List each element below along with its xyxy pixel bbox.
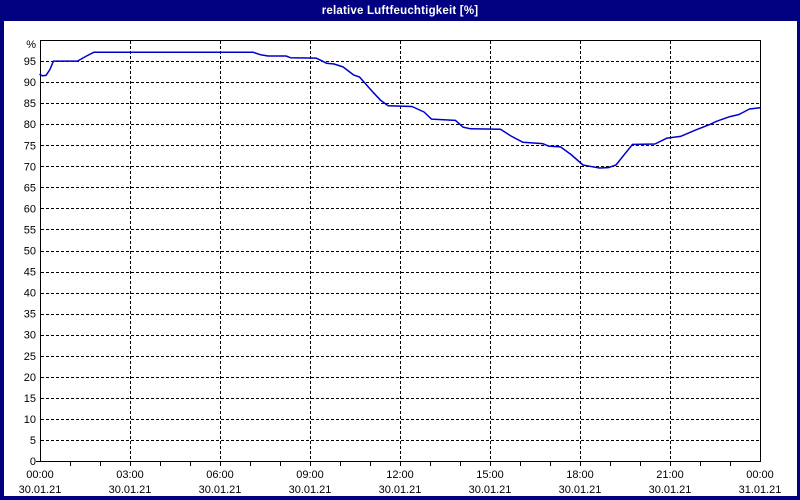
x-tick-date-label: 30.01.21 <box>649 484 692 496</box>
y-tick-label: 75 <box>24 140 36 152</box>
y-tick-label: 70 <box>24 161 36 173</box>
y-tick-label: 20 <box>24 372 36 384</box>
x-tick-date-label: 30.01.21 <box>19 484 62 496</box>
x-tick-date-label: 30.01.21 <box>469 484 512 496</box>
y-axis-unit-label: % <box>26 39 36 51</box>
y-tick-label: 85 <box>24 98 36 110</box>
y-tick-label: 0 <box>30 456 36 468</box>
window-title-bar[interactable]: relative Luftfeuchtigkeit [%] <box>0 0 800 21</box>
y-tick-label: 40 <box>24 288 36 300</box>
x-tick-date-label: 30.01.21 <box>559 484 602 496</box>
x-tick-date-label: 31.01.21 <box>739 484 782 496</box>
y-tick-label: 45 <box>24 267 36 279</box>
x-tick-date-label: 30.01.21 <box>109 484 152 496</box>
x-tick-date-label: 30.01.21 <box>379 484 422 496</box>
x-tick-time-label: 18:00 <box>566 469 594 481</box>
y-tick-label: 65 <box>24 182 36 194</box>
plot-border <box>40 40 761 462</box>
y-tick-label: 95 <box>24 56 36 68</box>
y-tick-label: 80 <box>24 119 36 131</box>
y-tick-label: 30 <box>24 330 36 342</box>
x-tick-time-label: 09:00 <box>296 469 324 481</box>
y-tick-label: 55 <box>24 224 36 236</box>
x-tick-time-label: 12:00 <box>386 469 414 481</box>
x-tick-time-label: 00:00 <box>26 469 54 481</box>
y-tick-label: 60 <box>24 203 36 215</box>
y-tick-label: 25 <box>24 351 36 363</box>
y-tick-label: 50 <box>24 246 36 258</box>
x-tick-date-label: 30.01.21 <box>199 484 242 496</box>
window-title: relative Luftfeuchtigkeit [%] <box>321 4 479 17</box>
x-tick-time-label: 06:00 <box>206 469 234 481</box>
x-tick-time-label: 21:00 <box>656 469 684 481</box>
x-tick-time-label: 03:00 <box>116 469 144 481</box>
x-tick-date-label: 30.01.21 <box>289 484 332 496</box>
y-tick-label: 35 <box>24 309 36 321</box>
y-tick-label: 10 <box>24 414 36 426</box>
y-tick-label: 5 <box>30 435 36 447</box>
x-tick-time-label: 15:00 <box>476 469 504 481</box>
y-tick-label: 15 <box>24 393 36 405</box>
x-tick-time-label: 00:00 <box>746 469 774 481</box>
humidity-line <box>39 51 761 169</box>
y-tick-label: 90 <box>24 77 36 89</box>
